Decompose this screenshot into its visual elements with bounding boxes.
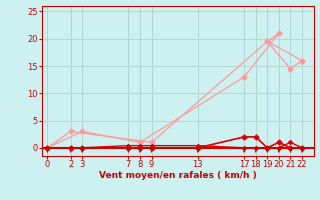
X-axis label: Vent moyen/en rafales ( km/h ): Vent moyen/en rafales ( km/h ) [99, 171, 256, 180]
